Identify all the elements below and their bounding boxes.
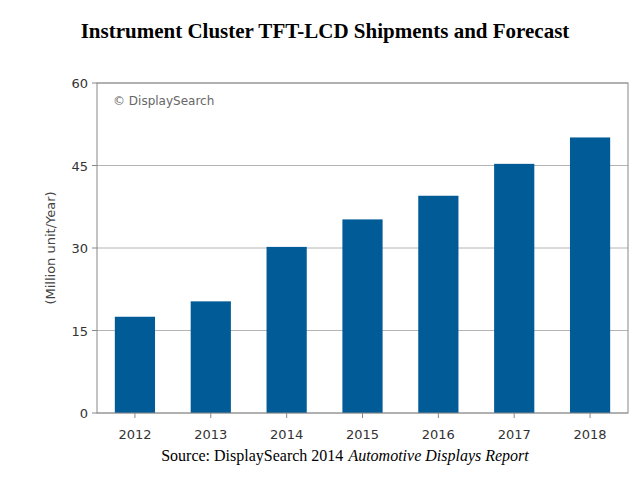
y-tick-label: 0 — [80, 406, 88, 421]
x-tick — [438, 413, 439, 418]
tick-mark — [92, 248, 97, 249]
x-tick — [362, 413, 363, 418]
grid-line — [97, 165, 628, 166]
x-tick — [134, 413, 135, 418]
y-axis-label: (Million unit/Year) — [43, 191, 58, 304]
title: Instrument Cluster TFT-LCD Shipments and… — [81, 19, 570, 43]
x-tick-label: 2017 — [498, 427, 531, 442]
bars — [115, 137, 610, 413]
y-tick-label: 45 — [71, 159, 88, 174]
tick-mark — [92, 413, 97, 414]
chart-root: Instrument Cluster TFT-LCD Shipments and… — [0, 0, 640, 483]
x-tick-label: 2013 — [194, 427, 227, 442]
x-tick — [590, 413, 591, 418]
bar — [342, 219, 382, 413]
tick-mark — [92, 330, 97, 331]
x-tick — [286, 413, 287, 418]
bar — [115, 317, 155, 413]
x-tick-label: 2012 — [118, 427, 151, 442]
x-tick-label: 2016 — [422, 427, 455, 442]
watermark: © DisplaySearch — [113, 94, 214, 108]
x-tick-label: 2018 — [574, 427, 607, 442]
bar — [191, 301, 231, 413]
plot-frame — [97, 83, 628, 413]
bar — [267, 247, 307, 413]
y-tick-label: 15 — [71, 324, 88, 339]
source-text: Source: DisplaySearch 2014 — [161, 447, 343, 465]
x-tick — [514, 413, 515, 418]
x-tick-label: 2015 — [346, 427, 379, 442]
bar — [494, 164, 534, 413]
grid — [92, 83, 628, 413]
tick-mark — [92, 165, 97, 166]
y-tick-label: 60 — [71, 76, 88, 91]
bar — [418, 196, 458, 413]
plot-area — [97, 83, 628, 413]
bar — [570, 137, 610, 413]
x-tick — [210, 413, 211, 418]
tick-mark — [92, 83, 97, 84]
chart: Instrument Cluster TFT-LCD Shipments and… — [0, 0, 640, 483]
source: Source: DisplaySearch 2014Automotive Dis… — [161, 447, 529, 465]
x-tick-label: 2014 — [270, 427, 303, 442]
y-tick-label: 30 — [71, 241, 88, 256]
source-title: Automotive Displays Report — [347, 447, 529, 465]
